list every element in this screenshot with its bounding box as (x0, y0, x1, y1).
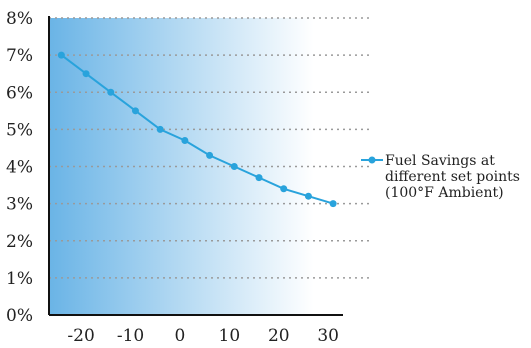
data-point (230, 163, 238, 170)
legend-label: Fuel Savings at different set points (100°… (385, 153, 520, 201)
data-point (131, 107, 139, 115)
data-point (82, 70, 90, 78)
x-tick-label: -10 (117, 326, 144, 346)
series-line (60, 54, 334, 205)
x-tick-label: -20 (67, 326, 94, 346)
legend-label-line: (100°F Ambient) (385, 185, 504, 201)
y-tick-label: 6% (6, 83, 33, 103)
legend-marker (368, 156, 376, 164)
legend-label-line: different set points (385, 169, 520, 185)
x-tick-label: 10 (219, 326, 241, 346)
y-tick-label: 5% (6, 120, 33, 140)
plot-background (49, 18, 343, 315)
y-tick-label: 3% (6, 195, 33, 215)
legend-label-line: Fuel Savings at (385, 153, 495, 169)
y-tick-label: 4% (6, 158, 33, 178)
legend: Fuel Savings at different set points (100°… (361, 153, 520, 201)
data-point (280, 185, 288, 193)
data-point (304, 192, 312, 200)
x-tick-label: 0 (175, 326, 186, 346)
y-tick-label: 8% (6, 9, 33, 29)
data-point (156, 125, 164, 133)
y-tick-label: 2% (6, 232, 33, 252)
series-layer (57, 51, 337, 208)
x-tick-label: 30 (317, 326, 339, 346)
data-point (206, 151, 214, 159)
y-tick-label: 1% (6, 269, 33, 289)
data-point (57, 51, 65, 59)
y-tick-labels: 0% 1% 2% 3% 4% 5% 6% 7% 8% (6, 9, 33, 326)
data-point (181, 137, 189, 145)
axes (48, 16, 343, 316)
x-tick-labels: -20 -10 0 10 20 30 (67, 326, 339, 346)
x-tick-label: 20 (268, 326, 290, 346)
data-point (255, 174, 263, 182)
data-point (329, 200, 337, 208)
y-tick-label: 0% (6, 306, 33, 326)
y-tick-label: 7% (6, 46, 33, 66)
data-point (107, 88, 115, 96)
